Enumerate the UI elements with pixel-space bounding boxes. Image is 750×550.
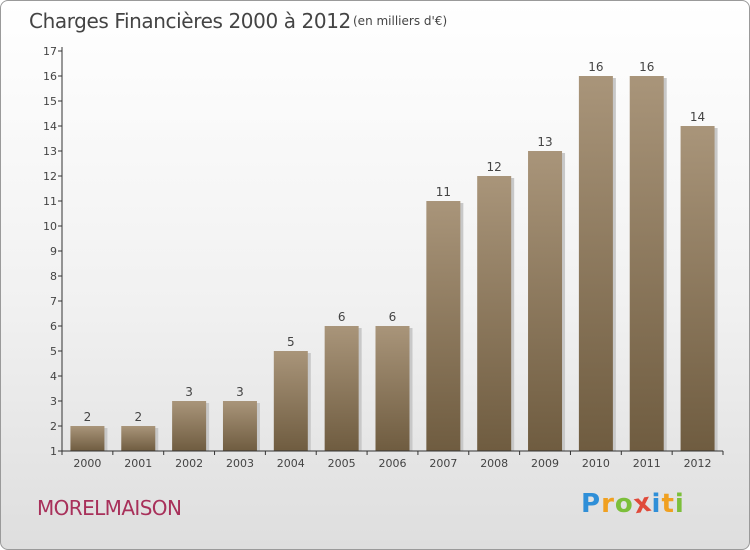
data-label: 16 bbox=[639, 60, 654, 74]
data-label: 14 bbox=[690, 110, 705, 124]
logo-letter: r bbox=[601, 489, 615, 519]
commune-name: MORELMAISON bbox=[37, 496, 182, 520]
bar-2005 bbox=[324, 326, 359, 451]
x-tick-label: 2010 bbox=[582, 457, 610, 470]
y-tick-label: 2 bbox=[50, 420, 57, 433]
data-label: 3 bbox=[236, 385, 244, 399]
x-tick-label: 2012 bbox=[684, 457, 712, 470]
bar-2011 bbox=[629, 76, 664, 451]
x-tick-label: 2007 bbox=[429, 457, 457, 470]
y-tick-label: 15 bbox=[43, 95, 57, 108]
y-tick-label: 12 bbox=[43, 170, 57, 183]
data-label: 3 bbox=[185, 385, 193, 399]
y-tick-label: 9 bbox=[50, 245, 57, 258]
chart-unit: (en milliers d'€) bbox=[353, 14, 448, 28]
logo-letter: o bbox=[614, 489, 634, 519]
proxiti-logo[interactable]: Proxiti bbox=[581, 488, 685, 521]
data-label: 6 bbox=[389, 310, 397, 324]
data-label: 13 bbox=[537, 135, 552, 149]
bar-2012 bbox=[680, 126, 715, 451]
data-label: 12 bbox=[487, 160, 502, 174]
x-tick-label: 2002 bbox=[175, 457, 203, 470]
bars-group: 2 2 3 3 5 6 6 11 12 13 16 16 14 bbox=[70, 60, 718, 451]
x-tick-label: 2000 bbox=[73, 457, 101, 470]
x-tick-label: 2006 bbox=[379, 457, 407, 470]
y-tick-label: 5 bbox=[50, 345, 57, 358]
bar-2000 bbox=[70, 426, 105, 451]
bar-2008 bbox=[477, 176, 512, 451]
data-label: 11 bbox=[436, 185, 451, 199]
y-tick-label: 8 bbox=[50, 270, 57, 283]
chart-title: Charges Financières 2000 à 2012 bbox=[29, 9, 351, 33]
data-label: 2 bbox=[134, 410, 142, 424]
bar-2002 bbox=[172, 401, 207, 451]
data-label: 16 bbox=[588, 60, 603, 74]
y-tick-label: 4 bbox=[50, 370, 57, 383]
data-label: 2 bbox=[84, 410, 92, 424]
x-tick-label: 2005 bbox=[328, 457, 356, 470]
y-tick-label: 11 bbox=[43, 195, 57, 208]
bar-2010 bbox=[578, 76, 613, 451]
logo-letter: i bbox=[651, 489, 662, 519]
x-tick-label: 2001 bbox=[124, 457, 152, 470]
x-tick-label: 2009 bbox=[531, 457, 559, 470]
bar-2003 bbox=[222, 401, 257, 451]
axes-group: 2000 2001 2002 2003 2004 2005 2006 2007 2008 2009… bbox=[43, 45, 724, 470]
y-tick-label: 3 bbox=[50, 395, 57, 408]
y-tick-label: 14 bbox=[43, 120, 57, 133]
x-tick-label: 2004 bbox=[277, 457, 305, 470]
logo-letter: t bbox=[661, 489, 675, 519]
y-tick-label: 7 bbox=[50, 295, 57, 308]
y-tick-label: 1 bbox=[50, 445, 57, 458]
bar-2009 bbox=[528, 151, 563, 451]
bar-2006 bbox=[375, 326, 410, 451]
data-label: 6 bbox=[338, 310, 346, 324]
bar-2007 bbox=[426, 201, 461, 451]
x-tick-label: 2011 bbox=[633, 457, 661, 470]
y-tick-label: 10 bbox=[43, 220, 57, 233]
data-label: 5 bbox=[287, 335, 295, 349]
x-tick-label: 2008 bbox=[480, 457, 508, 470]
bar-2001 bbox=[121, 426, 156, 451]
y-tick-label: 6 bbox=[50, 320, 57, 333]
y-tick-label: 16 bbox=[43, 70, 57, 83]
logo-letter: i bbox=[674, 489, 685, 519]
y-tick-label: 17 bbox=[43, 45, 57, 58]
x-tick-label: 2003 bbox=[226, 457, 254, 470]
logo-letter: P bbox=[581, 489, 602, 519]
bar-2004 bbox=[273, 351, 308, 451]
y-tick-label: 13 bbox=[43, 145, 57, 158]
